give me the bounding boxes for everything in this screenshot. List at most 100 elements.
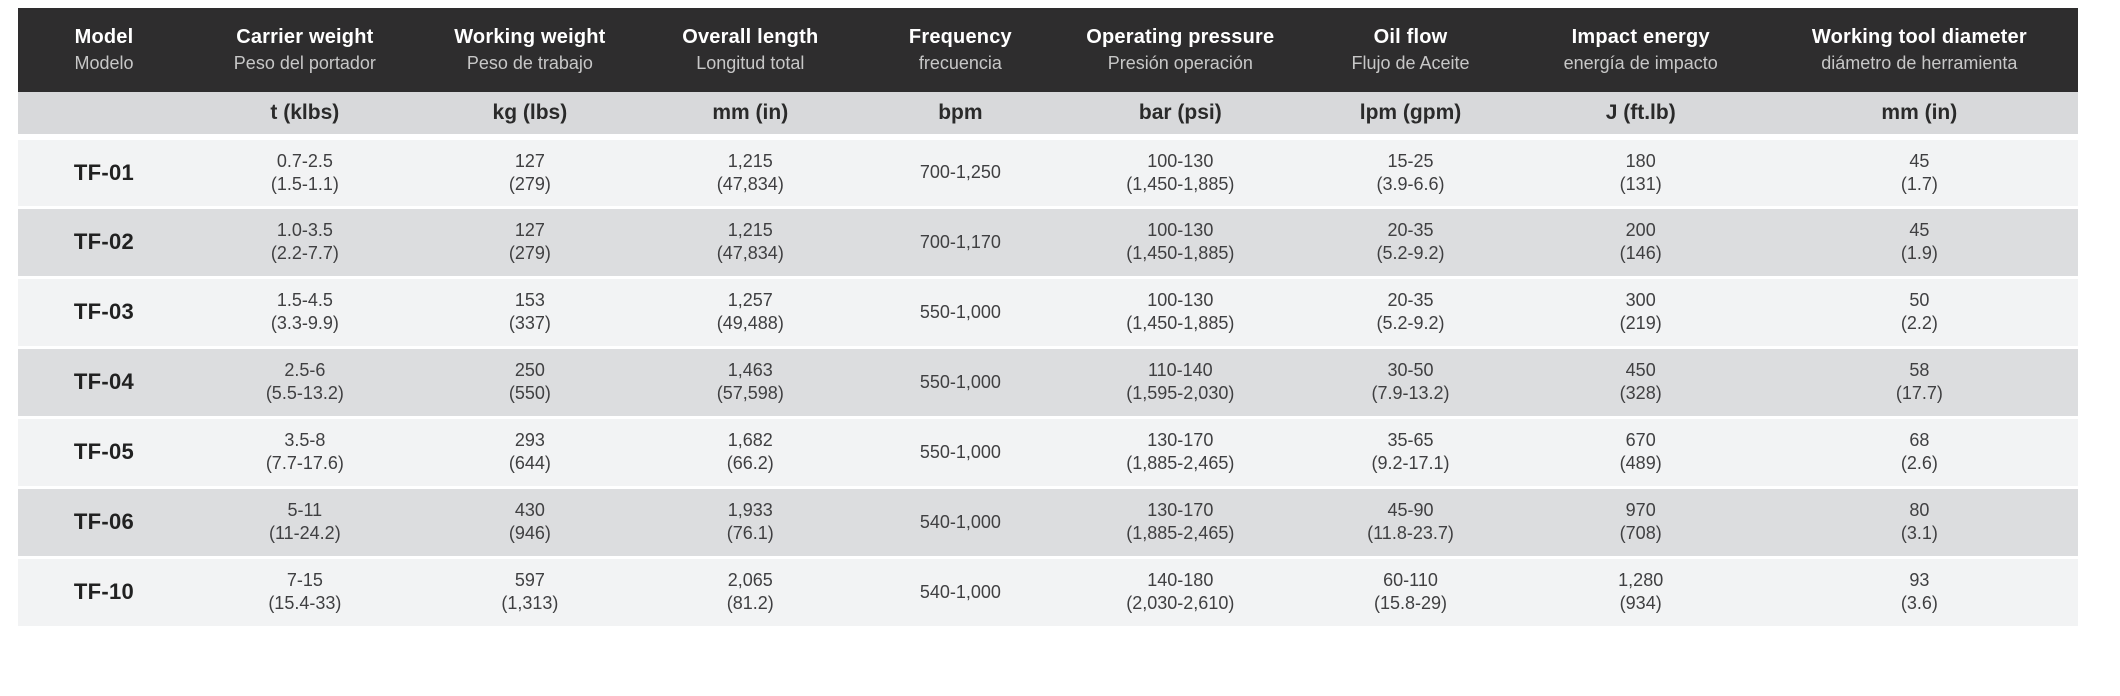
value-line: 30-50 [1387,360,1434,380]
table-row: TF-02 1.0-3.5 (2.2-7.7) 127 (279) 1,215 (47,83… [18,207,2078,277]
value-line: 1,682 [727,430,773,450]
value-line: (1.9) [1900,243,1938,263]
column-title-en: Frequency [908,26,1012,48]
value-line: (489) [1619,453,1662,473]
value-line: (1,450-1,885) [1126,243,1235,263]
cell-tool-diameter: 80 (3.1) [1761,487,2078,557]
value-line: 140-180 [1147,570,1214,590]
cell-overall-length: 1,463 (57,598) [640,347,860,417]
cell-carrier-weight: 2.5-6 (5.5-13.2) [190,347,420,417]
value-line: (644) [508,453,551,473]
value-line: 430 [514,500,545,520]
cell-impact-energy: 670 (489) [1521,417,1761,487]
cell-overall-length: 1,933 (76.1) [640,487,860,557]
cell-working-weight: 430 (946) [420,487,640,557]
value-line: 700-1,170 [919,231,1001,252]
cell-impact-energy: 1,280 (934) [1521,557,1761,627]
value-line: (1,595-2,030) [1126,383,1235,403]
column-title-es: Flujo de Aceite [1351,53,1470,73]
hydraulic-breaker-spec-table: Model Modelo Carrier weight Peso del portad… [18,8,2078,629]
unit-cell-model [18,92,190,140]
cell-operating-pressure: 130-170 (1,885-2,465) [1060,487,1300,557]
cell-frequency: 550-1,000 [861,417,1061,487]
value-line: 700-1,250 [919,162,1001,183]
cell-working-weight: 597 (1,313) [420,557,640,627]
value-line: 20-35 [1387,220,1434,240]
value-line: 127 [514,220,545,240]
value-line: (47,834) [716,243,784,263]
value-line: (279) [508,243,551,263]
value-line: 80 [1909,500,1930,520]
cell-carrier-weight: 0.7-2.5 (1.5-1.1) [190,137,420,207]
value-line: (3.6) [1900,593,1938,613]
model-cell: TF-05 [73,439,135,464]
cell-oil-flow: 45-90 (11.8-23.7) [1300,487,1520,557]
model-cell: TF-10 [73,579,135,604]
value-line: 100-130 [1147,290,1214,310]
value-line: (131) [1619,173,1662,194]
value-line: 130-170 [1147,430,1214,450]
cell-carrier-weight: 3.5-8 (7.7-17.6) [190,417,420,487]
unit-cell-oil-flow: lpm (gpm) [1300,92,1521,140]
cell-overall-length: 1,215 (47,834) [640,207,860,277]
cell-frequency: 540-1,000 [861,487,1061,557]
value-line: (2.6) [1900,453,1938,473]
cell-impact-energy: 970 (708) [1521,487,1761,557]
unit-cell-overall-length: mm (in) [640,92,861,140]
cell-tool-diameter: 45 (1.9) [1761,207,2078,277]
cell-impact-energy: 180 (131) [1521,137,1761,207]
value-line: 670 [1625,430,1656,450]
column-title-es: Longitud total [696,53,805,73]
value-line: (337) [508,313,551,333]
column-header-operating-pressure: Operating pressure Presión operación [1060,8,1301,92]
cell-working-weight: 293 (644) [420,417,640,487]
value-line: 93 [1909,570,1930,590]
value-line: 110-140 [1147,360,1213,380]
column-header-model: Model Modelo [18,8,190,92]
value-line: (2.2-7.7) [270,243,339,263]
column-header-oil-flow: Oil flow Flujo de Aceite [1300,8,1521,92]
cell-impact-energy: 450 (328) [1521,347,1761,417]
cell-oil-flow: 20-35 (5.2-9.2) [1300,277,1520,347]
table-row: TF-10 7-15 (15.4-33) 597 (1,313) 2,065 (81.2) 5… [18,557,2078,627]
value-line: (5.2-9.2) [1376,243,1445,263]
cell-frequency: 540-1,000 [861,557,1061,627]
cell-frequency: 550-1,000 [861,277,1061,347]
value-line: 45-90 [1387,500,1434,520]
cell-oil-flow: 20-35 (5.2-9.2) [1300,207,1520,277]
column-title-es: diámetro de herramienta [1821,53,2018,73]
column-title-es: Peso del portador [233,53,376,73]
value-line: (5.5-13.2) [265,383,344,403]
value-line: 2.5-6 [284,360,326,380]
value-line: 153 [514,290,545,310]
value-line: (1.7) [1900,173,1938,194]
column-title-en: Working tool diameter [1811,26,2027,48]
value-line: (1.5-1.1) [270,173,339,194]
column-header-impact-energy: Impact energy energía de impacto [1520,8,1761,92]
value-line: (328) [1619,383,1662,403]
value-line: 200 [1625,220,1656,240]
value-line: (15.4-33) [268,593,342,613]
cell-frequency: 550-1,000 [861,347,1061,417]
column-header-frequency: Frequency frecuencia [860,8,1061,92]
model-cell: TF-03 [73,299,135,324]
unit-cell-carrier-weight: t (klbs) [190,92,420,140]
value-line: (15.8-29) [1373,593,1448,613]
value-line: 1,257 [727,290,773,310]
value-line: (47,834) [716,173,784,194]
value-line: (1,313) [501,593,559,613]
value-line: (1,450-1,885) [1126,313,1235,333]
value-line: 1,215 [727,150,773,171]
value-line: 550-1,000 [919,441,1001,462]
value-line: (2,030-2,610) [1126,593,1235,613]
value-line: 15-25 [1387,150,1434,171]
value-line: (7.9-13.2) [1371,383,1450,403]
value-line: 100-130 [1147,220,1214,240]
value-line: 130-170 [1147,500,1214,520]
value-line: (3.3-9.9) [270,313,339,333]
value-line: 35-65 [1387,430,1434,450]
column-title-es: Modelo [74,53,134,73]
value-line: 2,065 [727,570,773,590]
value-line: 300 [1625,290,1656,310]
value-line: (1,885-2,465) [1126,523,1235,543]
